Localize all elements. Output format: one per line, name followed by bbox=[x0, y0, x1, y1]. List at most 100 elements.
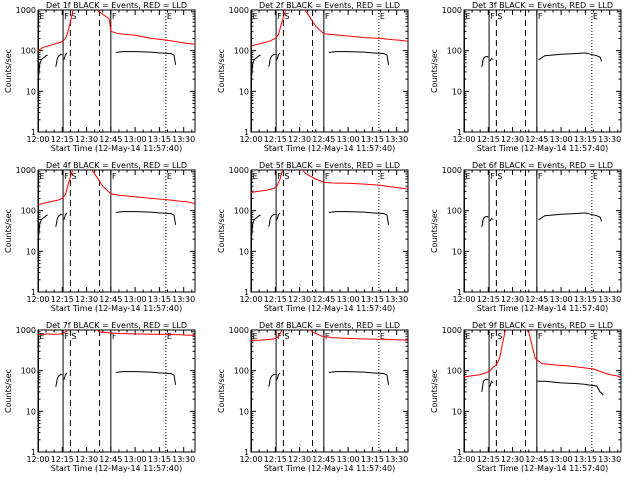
x-tick-label: 12:00 bbox=[239, 295, 262, 304]
x-tick-label: 12:30 bbox=[288, 455, 311, 464]
plot-frame bbox=[37, 169, 196, 293]
series-line-events bbox=[538, 52, 603, 62]
event-marker-label: S bbox=[497, 332, 502, 341]
series-line-events bbox=[268, 53, 276, 67]
chart-panel-5: Det 5f BLACK = Events, RED = LLD 1 10 100 10… bbox=[217, 161, 409, 313]
x-axis-label: Start Time (12-May-14 11:57:40) bbox=[477, 144, 608, 153]
y-tick-label: 10 bbox=[26, 87, 36, 96]
chart-title: Det 9f BLACK = Events, RED = LLD bbox=[472, 321, 613, 330]
event-marker-label: S bbox=[497, 12, 502, 21]
y-tick-label: 1000 bbox=[16, 6, 36, 15]
x-tick-label: 13:00 bbox=[124, 455, 147, 464]
y-tick-label: 1000 bbox=[442, 6, 462, 15]
series-line-events bbox=[251, 54, 261, 85]
y-tick-label: 100 bbox=[21, 47, 36, 56]
event-marker-label: F bbox=[112, 172, 117, 181]
y-tick-label: 100 bbox=[447, 47, 462, 56]
y-tick-label: 10 bbox=[239, 87, 249, 96]
series-line-events bbox=[268, 213, 276, 227]
event-marker-label: F bbox=[325, 172, 330, 181]
x-axis-label: Start Time (12-May-14 11:57:40) bbox=[264, 464, 395, 473]
y-axis-label: Counts/sec bbox=[4, 369, 13, 413]
series-line-events bbox=[481, 215, 489, 227]
chart-title: Det 7f BLACK = Events, RED = LLD bbox=[46, 321, 187, 330]
series-line-events bbox=[38, 54, 48, 85]
x-tick-label: 13:30 bbox=[385, 135, 408, 144]
x-tick-label: 13:30 bbox=[172, 295, 195, 304]
chart-panel-7: Det 7f BLACK = Events, RED = LLD 1 10 100 10… bbox=[4, 321, 196, 473]
series-line-events bbox=[63, 52, 68, 60]
x-axis-label: Start Time (12-May-14 11:57:40) bbox=[51, 464, 182, 473]
y-tick-label: 1000 bbox=[229, 326, 249, 335]
event-marker-label: E bbox=[380, 12, 385, 21]
series-line-lld bbox=[251, 330, 283, 342]
x-tick-label: 12:00 bbox=[239, 455, 262, 464]
event-marker-label: F bbox=[112, 332, 117, 341]
series-group bbox=[481, 212, 603, 227]
series-line-events bbox=[55, 373, 63, 387]
series-group bbox=[38, 170, 195, 245]
y-tick-label: 1 bbox=[457, 448, 462, 457]
x-tick-label: 12:15 bbox=[264, 295, 287, 304]
event-marker-label: F bbox=[325, 12, 330, 21]
y-tick-label: 1 bbox=[244, 448, 249, 457]
y-axis-label: Counts/sec bbox=[217, 369, 226, 413]
series-group bbox=[38, 10, 195, 85]
event-marker-label: F bbox=[490, 172, 495, 181]
x-axis-label: Start Time (12-May-14 11:57:40) bbox=[477, 464, 608, 473]
series-line-lld bbox=[38, 10, 74, 52]
y-tick-label: 100 bbox=[234, 367, 249, 376]
event-marker-label: E bbox=[465, 12, 470, 21]
event-marker-label: F bbox=[64, 332, 69, 341]
x-tick-label: 12:45 bbox=[99, 295, 122, 304]
event-marker-label: S bbox=[284, 332, 289, 341]
series-line-events bbox=[251, 214, 261, 245]
event-marker-label: S bbox=[71, 172, 76, 181]
plot-frame bbox=[463, 9, 622, 133]
y-tick-label: 100 bbox=[21, 367, 36, 376]
x-tick-label: 12:15 bbox=[477, 455, 500, 464]
y-tick-label: 10 bbox=[239, 247, 249, 256]
x-tick-label: 13:00 bbox=[337, 455, 360, 464]
x-tick-label: 13:00 bbox=[337, 135, 360, 144]
x-tick-label: 12:30 bbox=[75, 295, 98, 304]
y-axis-label: Counts/sec bbox=[4, 209, 13, 253]
x-tick-label: 13:00 bbox=[550, 135, 573, 144]
y-tick-label: 10 bbox=[452, 247, 462, 256]
chart-title: Det 8f BLACK = Events, RED = LLD bbox=[259, 321, 400, 330]
x-tick-label: 12:00 bbox=[26, 455, 49, 464]
event-marker-label: F bbox=[112, 12, 117, 21]
y-axis-label: Counts/sec bbox=[430, 49, 439, 93]
chart-panel-2: Det 2f BLACK = Events, RED = LLD 1 10 100 10… bbox=[217, 1, 409, 153]
x-axis-label: Start Time (12-May-14 11:57:40) bbox=[264, 144, 395, 153]
series-line-events bbox=[63, 372, 68, 380]
event-marker-label: E bbox=[593, 172, 598, 181]
chart-panel-4: Det 4f BLACK = Events, RED = LLD 1 10 100 10… bbox=[4, 161, 196, 313]
series-line-lld bbox=[525, 330, 621, 378]
event-marker-label: E bbox=[167, 172, 172, 181]
chart-title: Det 6f BLACK = Events, RED = LLD bbox=[472, 161, 613, 170]
x-tick-label: 12:45 bbox=[99, 455, 122, 464]
x-tick-label: 12:15 bbox=[51, 295, 74, 304]
series-line-events bbox=[328, 371, 390, 385]
x-tick-label: 13:15 bbox=[574, 135, 597, 144]
y-tick-label: 10 bbox=[26, 407, 36, 416]
series-group bbox=[38, 330, 195, 387]
event-marker-label: E bbox=[39, 172, 44, 181]
x-tick-label: 13:30 bbox=[598, 135, 621, 144]
series-line-events bbox=[328, 51, 390, 65]
event-marker-label: F bbox=[64, 172, 69, 181]
x-tick-label: 12:30 bbox=[501, 135, 524, 144]
series-line-events bbox=[63, 212, 68, 220]
event-marker-label: S bbox=[71, 12, 76, 21]
event-marker-label: E bbox=[380, 332, 385, 341]
series-line-events bbox=[481, 55, 489, 67]
x-axis-label: Start Time (12-May-14 11:57:40) bbox=[51, 144, 182, 153]
y-tick-label: 1 bbox=[31, 288, 36, 297]
y-tick-label: 1000 bbox=[16, 166, 36, 175]
x-tick-label: 13:30 bbox=[385, 295, 408, 304]
x-tick-label: 13:15 bbox=[574, 295, 597, 304]
y-tick-label: 1 bbox=[457, 288, 462, 297]
series-line-events bbox=[489, 57, 494, 62]
